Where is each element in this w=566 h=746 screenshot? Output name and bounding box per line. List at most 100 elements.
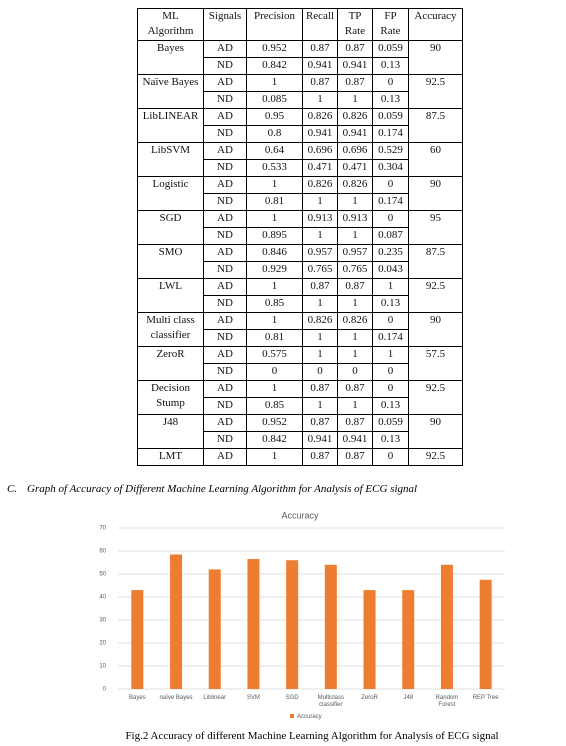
- table-row: Multi class classifier AD 1 0.826 0.826 0 90: [137, 312, 463, 347]
- table-row: ND 0.533 0.471 0.471 0.304: [138, 159, 463, 177]
- value-cell: 0.895: [246, 227, 303, 245]
- algorithm-cell: Multi class classifier: [137, 312, 204, 347]
- x-tick-label: SVM: [246, 695, 260, 701]
- accuracy-cell: 92.5: [408, 448, 463, 466]
- table-body: Bayes AD 0.952 0.87 0.87 0.059 90 ND 0.842 0.941 0…: [137, 40, 463, 466]
- algorithm-cell: Naïve Bayes: [137, 74, 204, 109]
- table-row: LMT AD 1 0.87 0.87 0 92.5: [137, 448, 463, 466]
- signal-cell: ND: [203, 363, 247, 381]
- signal-cell: AD: [203, 414, 247, 432]
- x-tick-label: Liblinear: [203, 695, 227, 701]
- accuracy-cell: 90: [408, 40, 463, 75]
- value-cell: 0: [372, 363, 409, 381]
- accuracy-cell: 87.5: [408, 108, 463, 143]
- table-row: SMO AD 0.846 0.957 0.957 0.235 87.5: [137, 244, 463, 279]
- section-label: C.: [7, 483, 18, 495]
- value-cell: 0.64: [246, 142, 303, 160]
- value-cell: 1: [302, 193, 338, 211]
- signal-cell: AD: [203, 346, 247, 364]
- accuracy-cell: 87.5: [408, 244, 463, 279]
- accuracy-cell: 90: [408, 176, 463, 211]
- value-cell: 0: [246, 363, 303, 381]
- y-tick-label: 70: [99, 526, 106, 532]
- header-cell: Accuracy: [408, 8, 463, 41]
- value-cell: 0.941: [302, 431, 338, 449]
- table-row: Decision Stump AD 1 0.87 0.87 0 92.5: [137, 380, 463, 415]
- value-cell: 1: [337, 397, 373, 415]
- results-table: ML Algorithm Signals Precision Recall TP Rat…: [137, 8, 463, 466]
- signal-cell: AD: [203, 108, 247, 126]
- value-cell: 1: [246, 380, 303, 398]
- value-cell: 0.941: [337, 125, 373, 143]
- value-cell: 0.13: [372, 295, 409, 313]
- x-tick-label: REP Tree: [472, 695, 499, 701]
- value-cell: 1: [337, 193, 373, 211]
- table-row: ND 0.81 1 1 0.174: [138, 329, 463, 347]
- value-cell: 0.174: [372, 329, 409, 347]
- section-title: Graph of Accuracy of Different Machine L…: [27, 483, 418, 495]
- y-tick-label: 60: [99, 549, 106, 555]
- value-cell: 0.941: [302, 125, 338, 143]
- bar: [363, 590, 376, 689]
- value-cell: 0: [302, 363, 338, 381]
- table-row: LibSVM AD 0.64 0.696 0.696 0.529 60: [137, 142, 463, 177]
- algorithm-cell: LibSVM: [137, 142, 204, 177]
- value-cell: 0.826: [302, 108, 338, 126]
- signal-cell: ND: [203, 329, 247, 347]
- value-cell: 0.87: [337, 278, 373, 296]
- y-tick-label: 40: [99, 595, 106, 601]
- value-cell: 0.85: [246, 295, 303, 313]
- value-cell: 0.529: [372, 142, 409, 160]
- value-cell: 0.87: [302, 40, 338, 58]
- table-row: J48 AD 0.952 0.87 0.87 0.059 90: [137, 414, 463, 449]
- algorithm-cell: Bayes: [137, 40, 204, 75]
- header-cell: TP Rate: [337, 8, 373, 41]
- header-cell: ML Algorithm: [137, 8, 204, 41]
- algorithm-cell: SMO: [137, 244, 204, 279]
- table-row: SGD AD 1 0.913 0.913 0 95: [137, 210, 463, 245]
- value-cell: 0.941: [302, 57, 338, 75]
- value-cell: 0.826: [337, 312, 373, 330]
- y-tick-label: 30: [99, 618, 106, 624]
- value-cell: 0: [372, 448, 409, 466]
- table-row: ND 0.842 0.941 0.941 0.13: [138, 431, 463, 449]
- chart-title: Accuracy: [281, 510, 319, 520]
- value-cell: 0.95: [246, 108, 303, 126]
- signal-cell: ND: [203, 227, 247, 245]
- x-tick-label: SGD: [285, 695, 299, 701]
- value-cell: 0.059: [372, 40, 409, 58]
- header-cell: FP Rate: [372, 8, 409, 41]
- signal-cell: AD: [203, 448, 247, 466]
- y-tick-label: 10: [99, 664, 106, 670]
- y-tick-label: 50: [99, 572, 106, 578]
- value-cell: 0.13: [372, 397, 409, 415]
- signal-cell: AD: [203, 380, 247, 398]
- value-cell: 0.471: [302, 159, 338, 177]
- signal-cell: ND: [203, 125, 247, 143]
- bar: [286, 560, 299, 689]
- value-cell: 0.826: [302, 176, 338, 194]
- bar: [479, 579, 492, 689]
- value-cell: 0.913: [302, 210, 338, 228]
- value-cell: 0.174: [372, 125, 409, 143]
- value-cell: 0.174: [372, 193, 409, 211]
- accuracy-cell: 92.5: [408, 380, 463, 415]
- signal-cell: AD: [203, 40, 247, 58]
- signal-cell: ND: [203, 295, 247, 313]
- bar: [402, 590, 415, 689]
- algorithm-cell: ZeroR: [137, 346, 204, 381]
- value-cell: 0.87: [302, 278, 338, 296]
- value-cell: 0: [337, 363, 373, 381]
- value-cell: 0.087: [372, 227, 409, 245]
- value-cell: 1: [246, 176, 303, 194]
- signal-cell: ND: [203, 431, 247, 449]
- value-cell: 0.929: [246, 261, 303, 279]
- accuracy-cell: 60: [408, 142, 463, 177]
- chart: Accuracy 0 10 20 30 40 50 60 70 Accuracy Bayes na…: [85, 505, 510, 727]
- header-cell: Precision: [246, 8, 303, 41]
- accuracy-cell: 90: [408, 414, 463, 449]
- accuracy-cell: 90: [408, 312, 463, 347]
- value-cell: 0.957: [302, 244, 338, 262]
- value-cell: 0.765: [302, 261, 338, 279]
